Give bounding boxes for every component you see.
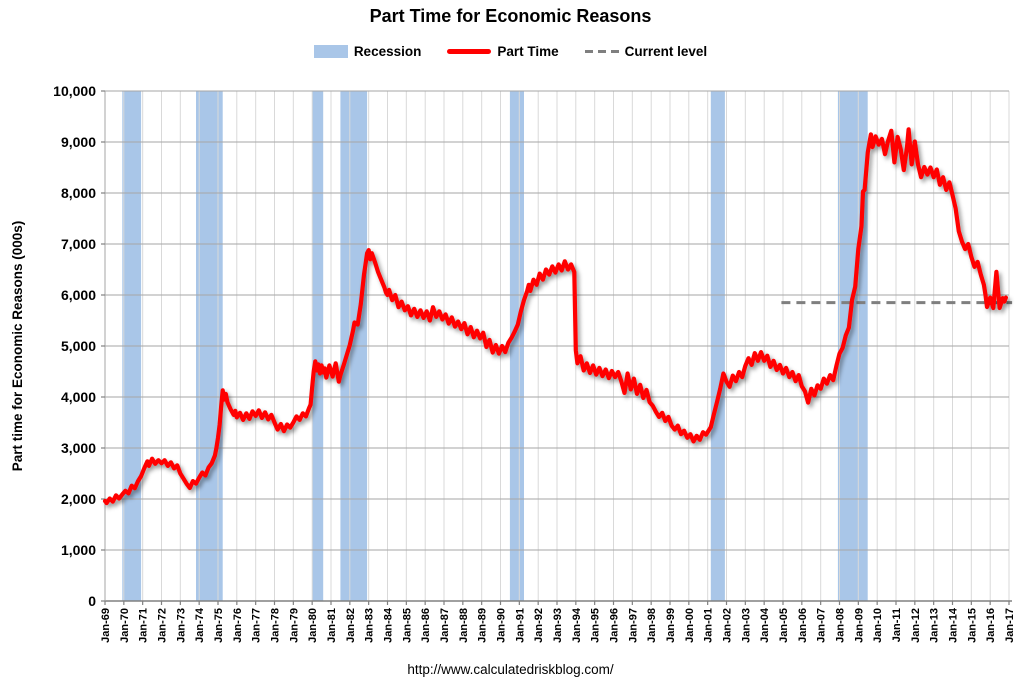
x-tick-label: Jan-05 (778, 608, 790, 643)
x-tick-label: Jan-01 (703, 608, 715, 643)
x-tick-label: Jan-86 (420, 608, 432, 643)
x-tick-label: Jan-91 (514, 608, 526, 643)
legend-item-part-time: Part Time (447, 44, 559, 59)
x-tick-label: Jan-08 (835, 608, 847, 643)
x-tick-label: Jan-76 (232, 608, 244, 643)
legend-label-recession: Recession (353, 44, 422, 59)
y-tick-label: 7,000 (61, 236, 96, 252)
x-tick-label: Jan-03 (740, 608, 752, 643)
x-tick-label: Jan-00 (684, 608, 696, 643)
x-tick-label: Jan-90 (496, 608, 508, 643)
x-tick-label: Jan-96 (609, 608, 621, 643)
legend-item-current-level: Current level (584, 44, 708, 59)
y-tick-label: 9,000 (61, 134, 96, 150)
x-tick-label: Jan-81 (326, 608, 338, 643)
x-tick-label: Jan-07 (816, 608, 828, 643)
y-tick-label: 1,000 (61, 542, 96, 558)
legend-item-recession: Recession (313, 44, 422, 59)
x-tick-label: Jan-16 (985, 608, 997, 643)
x-tick-label: Jan-15 (966, 608, 978, 643)
x-tick-label: Jan-97 (627, 608, 639, 643)
x-tick-label: Jan-79 (288, 608, 300, 643)
part-time-line (102, 127, 1008, 506)
x-tick-label: Jan-85 (401, 608, 413, 643)
x-tick-label: Jan-98 (646, 608, 658, 643)
x-tick-label: Jan-88 (458, 608, 470, 643)
x-tick-label: Jan-04 (759, 607, 771, 643)
x-tick-label: Jan-80 (307, 608, 319, 643)
y-tick-label: 6,000 (61, 287, 96, 303)
x-tick-label: Jan-12 (910, 608, 922, 643)
x-tick-label: Jan-10 (872, 608, 884, 643)
x-tick-label: Jan-17 (1004, 608, 1016, 643)
x-tick-label: Jan-78 (270, 608, 282, 643)
recession-swatch-icon (313, 45, 348, 58)
x-tick-label: Jan-93 (552, 608, 564, 643)
chart-legend: Recession Part Time Current level (0, 44, 1021, 59)
y-tick-label: 3,000 (61, 440, 96, 456)
x-tick-label: Jan-75 (213, 608, 225, 643)
x-tick-label: Jan-74 (194, 607, 206, 643)
x-tick-label: Jan-95 (590, 608, 602, 643)
y-tick-label: 2,000 (61, 491, 96, 507)
footer-url: http://www.calculatedriskblog.com/ (407, 662, 614, 677)
y-tick-label: 0 (88, 593, 96, 609)
legend-label-part-time: Part Time (497, 44, 559, 59)
x-tick-label: Jan-77 (251, 608, 263, 643)
x-tick-label: Jan-72 (157, 608, 169, 643)
x-tick-label: Jan-87 (439, 608, 451, 643)
y-tick-label: 5,000 (61, 338, 96, 354)
x-tick-label: Jan-14 (948, 607, 960, 643)
x-tick-label: Jan-69 (100, 608, 112, 643)
x-tick-label: Jan-99 (665, 608, 677, 643)
y-tick-label: 8,000 (61, 185, 96, 201)
y-axis-title: Part time for Economic Reasons (000s) (10, 221, 25, 472)
y-tick-label: 10,000 (53, 83, 96, 99)
x-tick-label: Jan-13 (929, 608, 941, 643)
x-tick-label: Jan-82 (345, 608, 357, 643)
x-tick-label: Jan-06 (797, 608, 809, 643)
x-tick-label: Jan-83 (364, 608, 376, 643)
part-time-line-swatch-icon (447, 49, 492, 54)
x-tick-label: Jan-02 (722, 608, 734, 643)
x-tick-label: Jan-84 (383, 607, 395, 643)
x-tick-label: Jan-89 (477, 608, 489, 643)
x-tick-label: Jan-92 (533, 608, 545, 643)
x-tick-label: Jan-71 (138, 608, 150, 643)
x-tick-label: Jan-11 (891, 608, 903, 642)
x-tick-label: Jan-70 (119, 608, 131, 643)
chart-title: Part Time for Economic Reasons (369, 6, 652, 26)
x-tick-label: Jan-73 (175, 608, 187, 643)
x-tick-label: Jan-94 (571, 607, 583, 643)
current-level-dash-swatch-icon (584, 50, 619, 53)
x-tick-label: Jan-09 (853, 608, 865, 643)
legend-label-current-level: Current level (624, 44, 708, 59)
y-tick-label: 4,000 (61, 389, 96, 405)
